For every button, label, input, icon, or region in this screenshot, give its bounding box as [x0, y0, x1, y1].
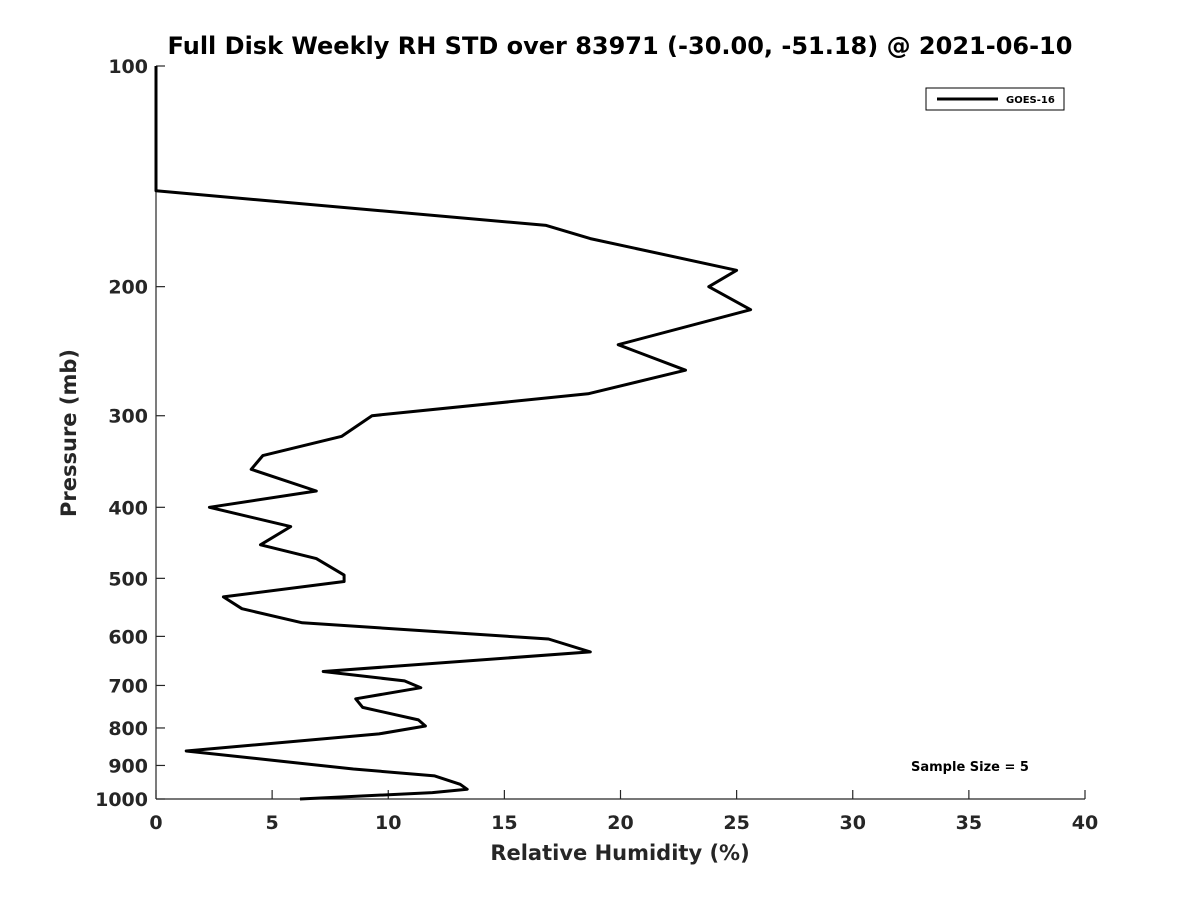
x-ticks: 0 5 10 15 20 25 30 35 40 [149, 790, 1098, 834]
y-tick-label: 500 [108, 568, 148, 590]
axes [155, 66, 1085, 800]
x-tick-label: 5 [266, 812, 279, 834]
y-tick-label: 900 [108, 755, 148, 777]
series-line-goes-16 [154, 66, 753, 801]
y-axis-label: Pressure (mb) [57, 349, 81, 517]
y-ticks: 100 200 300 400 500 600 700 800 900 1000 [95, 56, 165, 811]
x-tick-label: 10 [375, 812, 401, 834]
sample-size-annotation: Sample Size = 5 [911, 760, 1029, 775]
y-tick-label: 600 [108, 626, 148, 648]
legend: GOES-16 [925, 87, 1065, 111]
y-tick-label: 300 [108, 406, 148, 428]
x-tick-label: 20 [607, 812, 633, 834]
y-tick-label: 700 [108, 675, 148, 697]
x-tick-label: 15 [491, 812, 517, 834]
x-tick-label: 35 [956, 812, 982, 834]
x-axis-label: Relative Humidity (%) [490, 841, 749, 865]
legend-entry-label: GOES-16 [1006, 95, 1055, 106]
y-tick-label: 400 [108, 497, 148, 519]
chart-title: Full Disk Weekly RH STD over 83971 (-30.… [168, 32, 1073, 60]
y-tick-label: 800 [108, 718, 148, 740]
y-tick-label: 200 [108, 277, 148, 299]
y-tick-label: 1000 [95, 789, 148, 811]
x-tick-label: 25 [723, 812, 749, 834]
x-tick-label: 30 [840, 812, 866, 834]
y-tick-label: 100 [108, 56, 148, 78]
series-layer [154, 66, 753, 801]
x-tick-label: 40 [1072, 812, 1098, 834]
x-tick-label: 0 [149, 812, 162, 834]
